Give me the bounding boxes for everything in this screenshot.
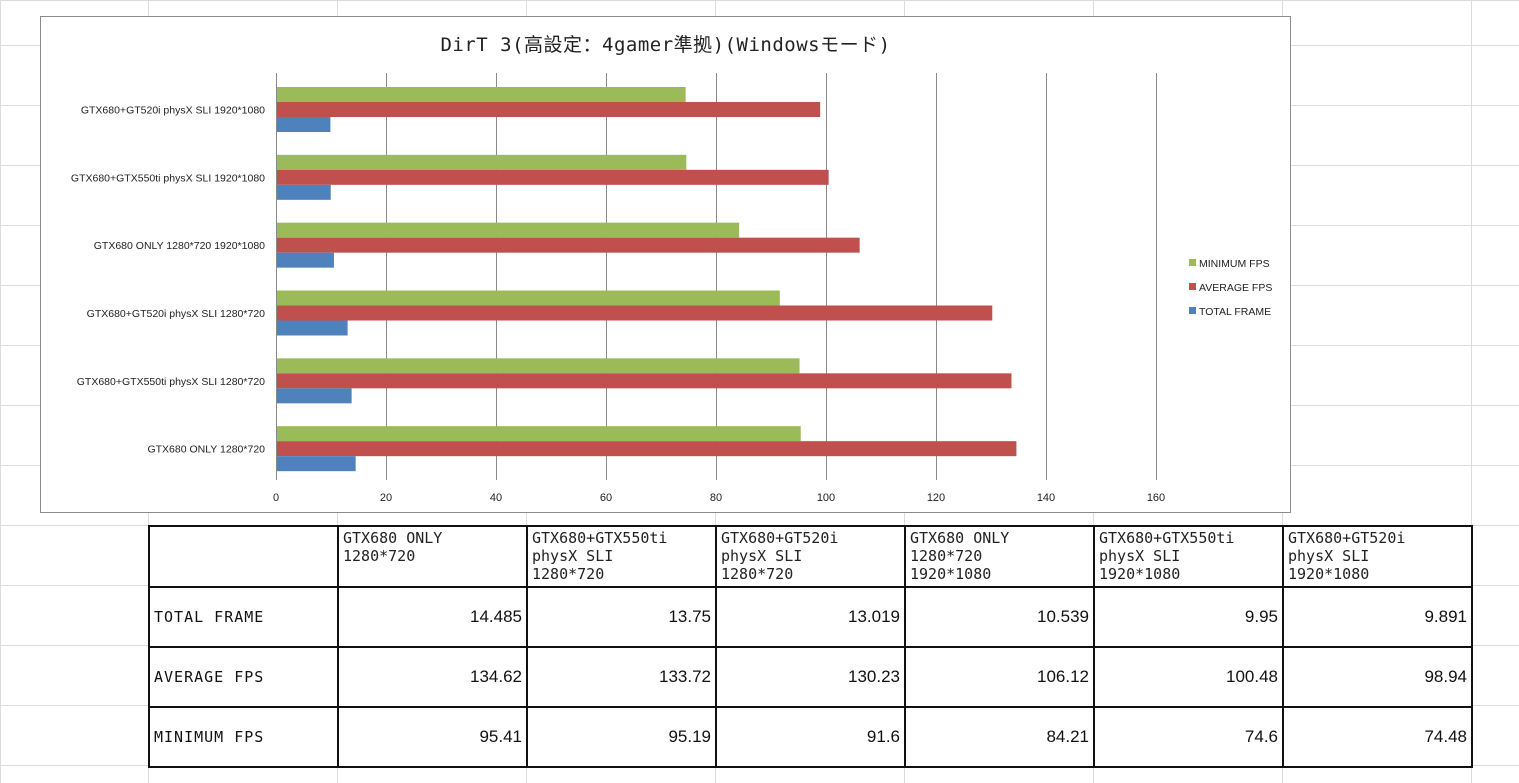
legend-swatch xyxy=(1189,307,1196,314)
column-header: GTX680 ONLY 1280*720 1920*1080 xyxy=(904,525,1095,588)
bar-average-fps xyxy=(277,237,860,253)
y-category-label: GTX680+GTX550ti physX SLI 1280*720 xyxy=(77,376,265,388)
bar-average-fps xyxy=(277,373,1012,389)
data-table: GTX680 ONLY 1280*720 GTX680+GTX550ti physX … xyxy=(148,525,1473,768)
table-row: MINIMUM FPS 95.41 95.19 91.6 84.21 74.6 74.48 xyxy=(148,706,1473,768)
y-category-label: GTX680+GT520i physX SLI 1920*1080 xyxy=(81,105,265,117)
table-corner-cell xyxy=(148,525,339,588)
table-cell: 100.48 xyxy=(1093,646,1284,708)
bar-total-frame xyxy=(277,252,334,268)
x-tick-label: 100 xyxy=(817,492,835,504)
y-category-label: GTX680+GT520i physX SLI 1280*720 xyxy=(87,308,265,320)
table-cell: 95.19 xyxy=(526,706,717,768)
bar-total-frame xyxy=(277,388,352,404)
table-row: AVERAGE FPS 134.62 133.72 130.23 106.12 100.4… xyxy=(148,646,1473,708)
legend-swatch xyxy=(1189,283,1196,290)
table-cell: 13.019 xyxy=(715,586,906,648)
column-header: GTX680+GT520i physX SLI 1920*1080 xyxy=(1282,525,1473,588)
table-cell: 98.94 xyxy=(1282,646,1473,708)
y-category-label: GTX680+GTX550ti physX SLI 1920*1080 xyxy=(71,172,265,184)
x-tick-label: 20 xyxy=(380,492,392,504)
bar-total-frame xyxy=(277,117,331,132)
table-cell: 106.12 xyxy=(904,646,1095,708)
x-tick-label: 120 xyxy=(927,492,945,504)
column-header: GTX680+GTX550ti physX SLI 1280*720 xyxy=(526,525,717,588)
bar-average-fps xyxy=(277,102,821,117)
bar-minimum-fps xyxy=(277,87,686,102)
legend-label: MINIMUM FPS xyxy=(1199,258,1270,270)
table-cell: 130.23 xyxy=(715,646,906,708)
x-tick-label: 160 xyxy=(1147,492,1165,504)
table-cell: 91.6 xyxy=(715,706,906,768)
x-tick-label: 140 xyxy=(1037,492,1055,504)
bar-average-fps xyxy=(277,169,829,185)
x-tick-label: 40 xyxy=(490,492,502,504)
y-category-label: GTX680 ONLY 1280*720 1920*1080 xyxy=(94,240,265,252)
row-label: AVERAGE FPS xyxy=(148,646,339,708)
bar-minimum-fps xyxy=(277,222,740,238)
table-header-row: GTX680 ONLY 1280*720 GTX680+GTX550ti physX … xyxy=(148,525,1473,588)
bar-minimum-fps xyxy=(277,290,780,306)
table-cell: 74.48 xyxy=(1282,706,1473,768)
bar-average-fps xyxy=(277,305,993,321)
table-cell: 84.21 xyxy=(904,706,1095,768)
legend-label: AVERAGE FPS xyxy=(1199,282,1272,294)
table-cell: 134.62 xyxy=(337,646,528,708)
column-header: GTX680 ONLY 1280*720 xyxy=(337,525,528,588)
column-header: GTX680+GTX550ti physX SLI 1920*1080 xyxy=(1093,525,1284,588)
y-category-label: GTX680 ONLY 1280*720 xyxy=(147,444,265,456)
table-cell: 74.6 xyxy=(1093,706,1284,768)
bar-average-fps xyxy=(277,441,1017,457)
row-label: MINIMUM FPS xyxy=(148,706,339,768)
bar-minimum-fps xyxy=(277,358,800,374)
column-header: GTX680+GT520i physX SLI 1280*720 xyxy=(715,525,906,588)
table-cell: 9.891 xyxy=(1282,586,1473,648)
chart-title: DirT 3(高設定：4gamer準拠)(Windowsモード) xyxy=(440,34,891,56)
bar-minimum-fps xyxy=(277,154,687,170)
table-row: TOTAL FRAME 14.485 13.75 13.019 10.539 9.95 9.… xyxy=(148,586,1473,648)
legend-label: TOTAL FRAME xyxy=(1199,306,1271,318)
bar-total-frame xyxy=(277,184,331,200)
table-cell: 14.485 xyxy=(337,586,528,648)
table-cell: 13.75 xyxy=(526,586,717,648)
bar-total-frame xyxy=(277,456,356,472)
x-tick-label: 80 xyxy=(710,492,722,504)
row-label: TOTAL FRAME xyxy=(148,586,339,648)
table-cell: 9.95 xyxy=(1093,586,1284,648)
bar-total-frame xyxy=(277,320,348,336)
legend-swatch xyxy=(1189,259,1196,266)
x-tick-label: 60 xyxy=(600,492,612,504)
table-cell: 10.539 xyxy=(904,586,1095,648)
x-tick-label: 0 xyxy=(273,492,279,504)
bar-minimum-fps xyxy=(277,426,801,442)
table-cell: 95.41 xyxy=(337,706,528,768)
table-cell: 133.72 xyxy=(526,646,717,708)
